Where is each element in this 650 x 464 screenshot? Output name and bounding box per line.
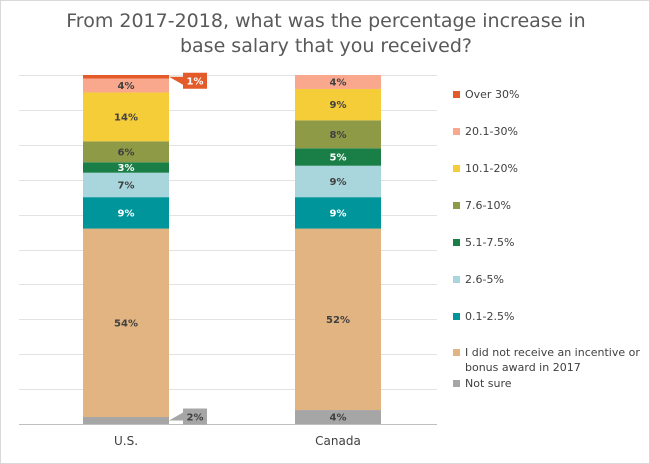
data-label: 3%: [118, 163, 135, 174]
legend-swatch: [453, 276, 460, 283]
legend-swatch: [453, 202, 460, 209]
legend-swatch: [453, 313, 460, 320]
data-label: 8%: [330, 130, 347, 141]
data-label: 9%: [330, 177, 347, 188]
legend-label: 7.6-10%: [465, 199, 511, 212]
legend-swatch: [453, 380, 460, 387]
x-tick-label: U.S.: [114, 434, 138, 448]
data-label: 9%: [330, 100, 347, 111]
legend-label: Not sure: [465, 377, 512, 390]
bar-segment-canada-not-sure: [295, 410, 381, 424]
data-label: 9%: [330, 208, 347, 219]
chart-title-line-1: From 2017-2018, what was the percentage …: [66, 10, 586, 32]
bar-segment-canada-0-1-2-5: [295, 197, 381, 229]
data-label: 7%: [118, 180, 135, 191]
x-tick-label: Canada: [315, 434, 361, 448]
bar-segment-u-s-not-sure: [83, 417, 169, 424]
bar-segment-canada-7-6-10: [295, 120, 381, 149]
data-label: 5%: [330, 153, 347, 164]
legend-swatch: [453, 349, 460, 356]
bar-segment-canada-2-6-5: [295, 165, 381, 198]
data-label: 4%: [330, 77, 347, 88]
bar-segment-canada-20-1-30: [295, 75, 381, 89]
chart-title: From 2017-2018, what was the percentage …: [31, 9, 621, 59]
legend-label: 10.1-20%: [465, 162, 518, 175]
callout-pointer: [169, 412, 183, 421]
legend-swatch: [453, 239, 460, 246]
callout-box: [183, 72, 207, 89]
bar-segment-u-s-0-1-2-5: [83, 197, 169, 229]
data-label: 9%: [118, 208, 135, 219]
legend-label: 5.1-7.5%: [465, 236, 515, 249]
bar-segment-canada-10-1-20: [295, 88, 381, 121]
callout-box: [183, 408, 207, 425]
data-label: 52%: [326, 315, 350, 326]
bar-segment-canada-i-did-not-receive-an-incentive-or-bonus-award-in-2017: [295, 228, 381, 411]
legend-label: I did not receive an incentive or bonus …: [465, 346, 640, 374]
callout-label: 1%: [187, 77, 204, 88]
callout-label: 2%: [187, 413, 204, 424]
legend-label: 20.1-30%: [465, 125, 518, 138]
bar-segment-canada-5-1-7-5: [295, 148, 381, 166]
data-label: 4%: [118, 81, 135, 92]
data-label: 54%: [114, 318, 138, 329]
legend-swatch: [453, 128, 460, 135]
legend-swatch: [453, 165, 460, 172]
callout-pointer: [169, 76, 183, 85]
bar-segment-u-s-over-30: [83, 75, 169, 79]
bar-segment-u-s-i-did-not-receive-an-incentive-or-bonus-award-in-2017: [83, 228, 169, 418]
bar-segment-u-s-10-1-20: [83, 92, 169, 142]
legend-label: 0.1-2.5%: [465, 310, 515, 323]
data-label: 4%: [330, 413, 347, 424]
legend-label: 2.6-5%: [465, 273, 504, 286]
bar-segment-u-s-7-6-10: [83, 141, 169, 163]
bar-segment-u-s-2-6-5: [83, 172, 169, 198]
bar-segment-u-s-20-1-30: [83, 78, 169, 93]
legend-label: Over 30%: [465, 88, 520, 101]
chart-title-line-2: base salary that you received?: [179, 35, 473, 57]
data-label: 6%: [118, 147, 135, 158]
bar-segment-u-s-5-1-7-5: [83, 162, 169, 173]
legend-swatch: [453, 91, 460, 98]
data-label: 14%: [114, 112, 138, 123]
